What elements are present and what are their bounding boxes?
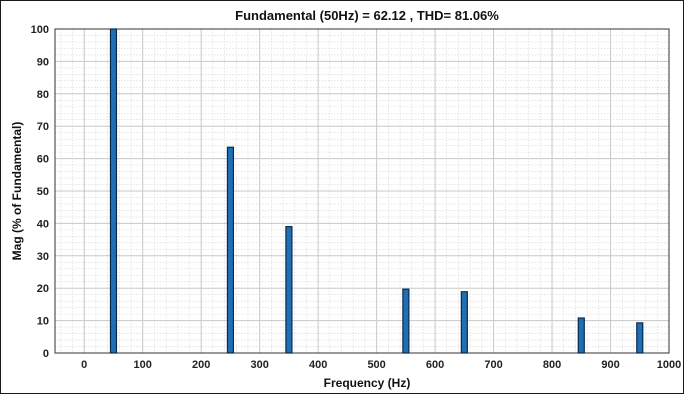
bar-550hz (403, 289, 409, 353)
x-tick-label: 200 (192, 359, 210, 371)
bar-250hz (227, 147, 233, 353)
chart-title: Fundamental (50Hz) = 62.12 , THD= 81.06% (235, 8, 499, 23)
y-tick-label: 40 (37, 218, 49, 230)
y-tick-label: 70 (37, 121, 49, 133)
bar-50hz (110, 29, 116, 353)
x-tick-label: 0 (81, 359, 87, 371)
y-tick-label: 0 (43, 348, 49, 360)
x-tick-labels: 0 100 200 300 400 500 600 700 800 900 1000 (81, 359, 681, 371)
y-tick-label: 100 (31, 24, 49, 36)
x-tick-label: 300 (250, 359, 268, 371)
grid (55, 29, 669, 353)
x-tick-label: 900 (601, 359, 619, 371)
bar-350hz (286, 227, 292, 353)
x-axis-label: Frequency (Hz) (324, 376, 411, 390)
y-tick-label: 90 (37, 56, 49, 68)
x-tick-label: 1000 (657, 359, 681, 371)
x-tick-label: 800 (543, 359, 561, 371)
y-tick-label: 20 (37, 283, 49, 295)
y-tick-label: 10 (37, 316, 49, 328)
y-tick-label: 50 (37, 186, 49, 198)
bar-950hz (637, 323, 643, 353)
y-tick-label: 60 (37, 154, 49, 166)
x-tick-label: 700 (484, 359, 502, 371)
x-tick-label: 100 (134, 359, 152, 371)
y-tick-label: 80 (37, 89, 49, 101)
y-tick-label: 30 (37, 251, 49, 263)
y-axis-label: Mag (% of Fundamental) (10, 122, 24, 261)
x-tick-label: 500 (367, 359, 385, 371)
y-tick-labels: 0 10 20 30 40 50 60 70 80 90 100 (31, 24, 49, 360)
x-tick-label: 600 (426, 359, 444, 371)
bar-650hz (461, 292, 467, 353)
x-tick-label: 400 (309, 359, 327, 371)
bar-850hz (578, 318, 584, 353)
